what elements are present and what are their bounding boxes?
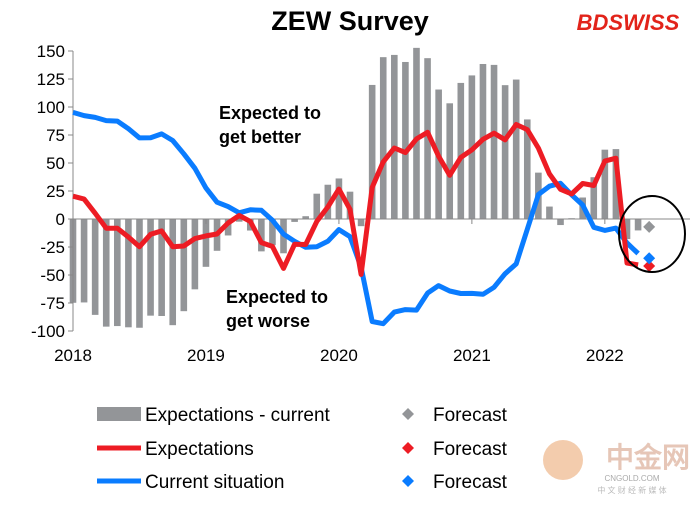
x-tick-label: 2022 bbox=[586, 346, 624, 365]
bar bbox=[546, 206, 553, 219]
y-tick-label: 25 bbox=[46, 182, 65, 201]
forecast-highlight-circle bbox=[618, 195, 686, 273]
forecast-point-expectations bbox=[643, 260, 656, 273]
legend-forecast-label: Forecast bbox=[433, 439, 508, 460]
annotation-text: get better bbox=[219, 127, 301, 147]
bar bbox=[402, 61, 409, 220]
legend-forecast-label: Forecast bbox=[433, 472, 508, 493]
bar bbox=[169, 219, 177, 326]
bar bbox=[557, 219, 564, 226]
svg-text:中 文 财 经 新 媒 体: 中 文 财 经 新 媒 体 bbox=[597, 485, 666, 495]
bar bbox=[590, 177, 598, 219]
bar bbox=[490, 64, 498, 219]
bar bbox=[501, 85, 509, 219]
bar bbox=[269, 219, 276, 246]
bar bbox=[424, 58, 431, 219]
line-current-situation bbox=[72, 109, 640, 327]
svg-text:BDSWISS: BDSWISS bbox=[577, 10, 680, 35]
legend-label: Current situation bbox=[145, 472, 284, 493]
y-tick-label: 50 bbox=[46, 154, 65, 173]
y-tick-label: 75 bbox=[46, 126, 65, 145]
forecast-point-current-situation bbox=[643, 252, 656, 265]
legend-forecast-marker bbox=[402, 475, 414, 487]
legend: Expectations - current Forecast Expectatio… bbox=[97, 405, 508, 493]
y-tick-label: -25 bbox=[40, 238, 65, 257]
bar bbox=[291, 219, 298, 222]
x-tick-label: 2021 bbox=[453, 346, 491, 365]
line-expectations bbox=[72, 122, 639, 277]
y-tick-label: 125 bbox=[37, 70, 65, 89]
svg-text:CNGOLD.COM: CNGOLD.COM bbox=[604, 474, 659, 483]
y-tick-label: -50 bbox=[40, 266, 65, 285]
legend-forecast-label: Forecast bbox=[433, 405, 508, 426]
annotations: Expected to get better Expected to get wors… bbox=[219, 103, 328, 331]
legend-forecast-marker bbox=[402, 408, 414, 420]
bar bbox=[302, 216, 309, 219]
bar bbox=[335, 178, 343, 219]
bar bbox=[413, 47, 420, 219]
bar bbox=[634, 219, 642, 231]
bar bbox=[523, 119, 531, 219]
bar bbox=[324, 184, 332, 219]
annotation-text: Expected to bbox=[226, 287, 328, 307]
bar bbox=[180, 219, 188, 312]
bar bbox=[612, 149, 620, 219]
bar bbox=[357, 219, 365, 227]
x-tick-label: 2018 bbox=[54, 346, 92, 365]
bar bbox=[368, 84, 376, 219]
lines-group bbox=[72, 109, 640, 327]
bar bbox=[80, 219, 88, 303]
x-tick-label: 2019 bbox=[187, 346, 225, 365]
y-tick-label: 0 bbox=[56, 210, 65, 229]
bar bbox=[391, 54, 398, 219]
bar bbox=[313, 193, 321, 219]
bar bbox=[601, 149, 609, 219]
bar bbox=[136, 219, 143, 328]
svg-text:中金网: 中金网 bbox=[606, 441, 690, 473]
x-tick-label: 2020 bbox=[320, 346, 358, 365]
legend-forecast-marker bbox=[402, 442, 414, 454]
bar bbox=[102, 219, 110, 327]
bar bbox=[147, 219, 154, 316]
bar bbox=[512, 79, 520, 219]
bar bbox=[224, 219, 232, 236]
bar bbox=[114, 219, 121, 327]
bar bbox=[235, 219, 243, 222]
axes: 150 125 100 75 50 25 0 -25 -50 -75 -100 2018 2019 202… bbox=[31, 42, 690, 365]
bar bbox=[202, 219, 210, 267]
annotation-text: get worse bbox=[226, 311, 310, 331]
y-tick-label: -100 bbox=[31, 322, 65, 341]
bars-group bbox=[69, 47, 642, 328]
bar bbox=[623, 219, 631, 240]
legend-label: Expectations - current bbox=[145, 405, 331, 426]
chart-title: ZEW Survey bbox=[271, 6, 429, 36]
bar bbox=[158, 219, 165, 316]
bar bbox=[446, 103, 454, 219]
bar bbox=[91, 219, 99, 315]
bar bbox=[191, 219, 199, 290]
legend-label: Expectations bbox=[145, 439, 254, 460]
brand-logo: BDSWISS bbox=[577, 10, 680, 35]
bar bbox=[258, 219, 265, 252]
bar bbox=[125, 219, 132, 328]
y-tick-label: -75 bbox=[40, 294, 65, 313]
watermark-logo: 中金网 CNGOLD.COM 中 文 财 经 新 媒 体 bbox=[543, 440, 690, 495]
y-tick-label: 100 bbox=[37, 98, 65, 117]
bar bbox=[457, 82, 465, 219]
forecast-group bbox=[643, 220, 656, 273]
y-tick-label: 150 bbox=[37, 42, 65, 61]
bar bbox=[379, 57, 387, 219]
legend-swatch-bar bbox=[97, 407, 141, 421]
annotation-text: Expected to bbox=[219, 103, 321, 123]
forecast-point-expectations-current bbox=[643, 220, 656, 233]
